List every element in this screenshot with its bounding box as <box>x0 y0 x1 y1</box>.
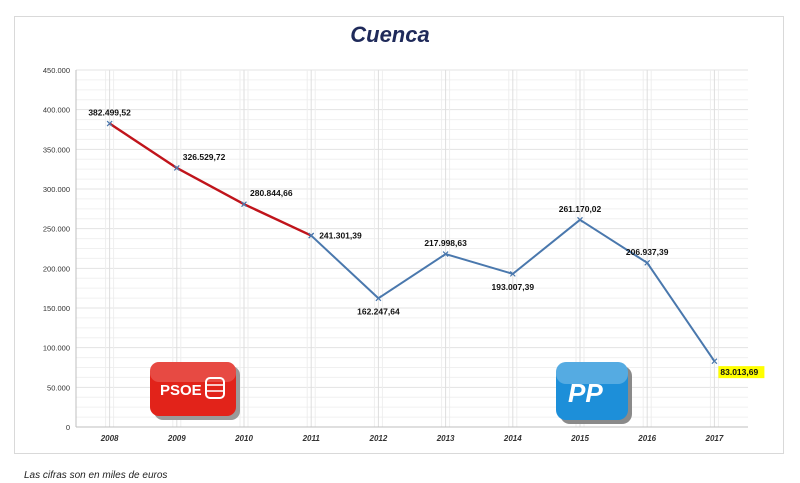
data-label: 83.013,69 <box>720 367 758 377</box>
value-highlight <box>718 366 765 379</box>
data-point <box>375 295 382 302</box>
axes: 0 50.000 100.000 150.000 200.000 250.000 300.0… <box>43 66 748 443</box>
y-tick-label: 100.000 <box>43 344 70 353</box>
y-tick-label: 250.000 <box>43 225 70 234</box>
x-tick-label: 2009 <box>167 434 186 443</box>
chart-frame <box>14 16 784 454</box>
data-label: 326.529,72 <box>183 152 226 162</box>
data-point <box>241 201 247 208</box>
data-point <box>442 251 449 257</box>
pp-logo-text: PP <box>568 378 603 408</box>
chart-title: Cuenca <box>350 22 430 47</box>
data-point <box>106 120 113 127</box>
y-tick-label: 200.000 <box>43 264 70 273</box>
data-label: 241.301,39 <box>319 231 362 241</box>
y-tick-label: 450.000 <box>43 66 70 75</box>
data-point <box>711 358 718 365</box>
data-label: 382.499,52 <box>88 108 131 118</box>
y-tick-label: 150.000 <box>43 304 70 313</box>
data-label: 261.170,02 <box>559 204 602 214</box>
footnote: Las cifras son en miles de euros <box>24 470 168 481</box>
x-tick-label: 2013 <box>436 434 455 443</box>
data-label: 217.998,63 <box>424 238 467 248</box>
x-tick-label: 2010 <box>234 434 253 443</box>
y-tick-label: 0 <box>66 423 70 432</box>
data-label: 162.247,64 <box>357 306 400 316</box>
x-tick-label: 2017 <box>705 434 724 443</box>
pp-logo: PP <box>556 362 632 424</box>
x-tick-label: 2008 <box>100 434 119 443</box>
data-label: 193.007,39 <box>492 282 535 292</box>
data-point <box>509 270 516 277</box>
data-point <box>644 259 651 266</box>
party-logos: PSOE PP <box>150 362 632 424</box>
rose-fist-icon <box>205 377 225 399</box>
series-line <box>108 122 312 237</box>
data-label: 280.844,66 <box>250 188 293 198</box>
psoe-logo-text: PSOE <box>160 382 202 399</box>
y-tick-label: 50.000 <box>47 383 70 392</box>
psoe-logo: PSOE <box>150 362 240 420</box>
data-point <box>308 232 315 239</box>
x-tick-label: 2012 <box>369 434 388 443</box>
x-tick-label: 2014 <box>503 434 522 443</box>
x-tick-label: 2015 <box>570 434 589 443</box>
data-point <box>173 165 180 171</box>
y-tick-label: 400.000 <box>43 106 70 115</box>
data-label: 206.937,39 <box>626 247 669 257</box>
data-labels: 382.499,52 326.529,72 280.844,66 241.301,39… <box>88 108 765 379</box>
x-tick-label: 2011 <box>302 434 321 443</box>
y-tick-label: 350.000 <box>43 145 70 154</box>
y-tick-label: 300.000 <box>43 185 70 194</box>
series <box>106 120 718 365</box>
x-tick-label: 2016 <box>637 434 656 443</box>
data-point <box>577 216 583 223</box>
